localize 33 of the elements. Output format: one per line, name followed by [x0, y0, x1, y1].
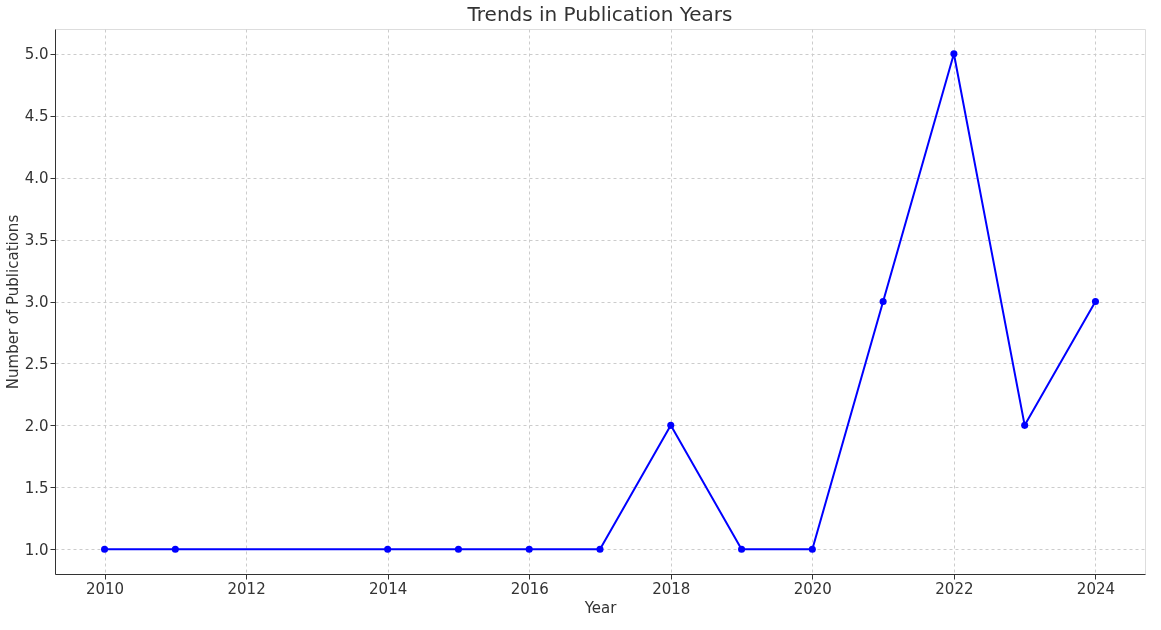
x-tick-label: 2024: [1076, 579, 1116, 598]
x-tick-label: 2022: [935, 579, 974, 598]
point: [525, 545, 533, 553]
point: [1021, 421, 1029, 429]
y-tick-label: 4.0: [24, 169, 49, 188]
y-tick-label: 3.0: [24, 293, 49, 311]
x-tick-label: 2020: [793, 579, 832, 598]
chart-title: Trends in Publication Years: [466, 2, 733, 26]
x-tick-label: 2014: [369, 579, 408, 598]
point: [101, 545, 109, 553]
y-tick-label: 2.5: [24, 354, 49, 373]
point: [738, 545, 746, 553]
x-axis-title: Year: [583, 598, 618, 617]
y-tick-label: 1.5: [24, 478, 49, 497]
point: [950, 50, 958, 58]
y-tick-label: 3.5: [24, 231, 49, 250]
point: [808, 545, 816, 553]
y-tick-label: 5.0: [24, 45, 49, 64]
point: [879, 297, 887, 306]
x-tick-label: 2012: [227, 579, 266, 598]
point: [596, 545, 604, 553]
y-axis-title: Number of Publications: [3, 214, 22, 390]
y-tick-label: 2.0: [24, 416, 49, 435]
y-tick-label: 1.0: [24, 540, 49, 559]
x-tick-label: 2016: [510, 579, 549, 598]
x-tick-label: 2018: [652, 579, 691, 598]
point: [384, 545, 392, 553]
point: [1091, 297, 1099, 306]
x-tick-label: 2010: [85, 579, 125, 598]
point: [454, 545, 462, 553]
point: [667, 421, 675, 429]
y-tick-label: 4.5: [24, 107, 49, 126]
point: [171, 545, 179, 553]
